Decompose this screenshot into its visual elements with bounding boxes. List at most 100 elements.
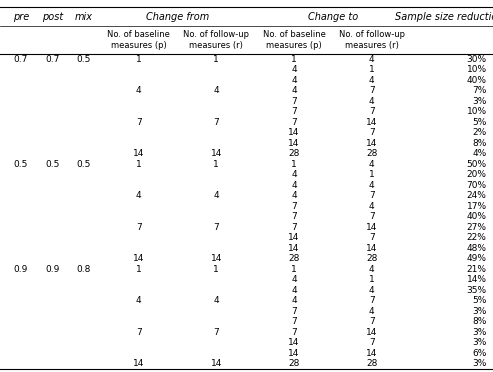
Text: 20%: 20% (466, 170, 487, 179)
Text: 10%: 10% (466, 107, 487, 116)
Text: 4: 4 (291, 86, 297, 95)
Text: 4: 4 (291, 181, 297, 190)
Text: 3%: 3% (472, 97, 487, 106)
Text: Sample size reduction: Sample size reduction (395, 12, 493, 22)
Text: Change from: Change from (146, 12, 209, 22)
Text: 7: 7 (291, 223, 297, 232)
Text: 7: 7 (291, 97, 297, 106)
Text: 14: 14 (288, 349, 300, 358)
Text: 4: 4 (291, 286, 297, 295)
Text: 7%: 7% (472, 86, 487, 95)
Text: 14: 14 (366, 328, 377, 337)
Text: 27%: 27% (466, 223, 487, 232)
Text: 1: 1 (369, 275, 375, 284)
Text: 2%: 2% (472, 128, 487, 137)
Text: 7: 7 (369, 107, 375, 116)
Text: 14%: 14% (466, 275, 487, 284)
Text: 40%: 40% (466, 76, 487, 85)
Text: 4: 4 (291, 170, 297, 179)
Text: 7: 7 (291, 307, 297, 316)
Text: 7: 7 (213, 223, 219, 232)
Text: 4: 4 (136, 191, 141, 200)
Text: 0.7: 0.7 (14, 55, 28, 64)
Text: 28: 28 (366, 149, 377, 158)
Text: 0.9: 0.9 (45, 265, 60, 274)
Text: 4: 4 (369, 202, 374, 211)
Text: 14: 14 (133, 254, 144, 263)
Text: 49%: 49% (466, 254, 487, 263)
Text: 4: 4 (369, 181, 374, 190)
Text: 1: 1 (291, 55, 297, 64)
Text: 4: 4 (291, 65, 297, 74)
Text: 4: 4 (213, 296, 219, 305)
Text: 8%: 8% (472, 139, 487, 148)
Text: 7: 7 (369, 86, 375, 95)
Text: 10%: 10% (466, 65, 487, 74)
Text: 40%: 40% (466, 212, 487, 221)
Text: 7: 7 (291, 202, 297, 211)
Text: 28: 28 (366, 254, 377, 263)
Text: 28: 28 (366, 359, 377, 368)
Text: 1: 1 (213, 55, 219, 64)
Text: 14: 14 (366, 139, 377, 148)
Text: 4: 4 (291, 191, 297, 200)
Text: 5%: 5% (472, 118, 487, 127)
Text: 14: 14 (366, 223, 377, 232)
Text: 7: 7 (369, 128, 375, 137)
Text: 4: 4 (369, 286, 374, 295)
Text: No. of baseline
measures (p): No. of baseline measures (p) (262, 30, 325, 50)
Text: No. of baseline
measures (p): No. of baseline measures (p) (107, 30, 170, 50)
Text: 17%: 17% (466, 202, 487, 211)
Text: 7: 7 (369, 317, 375, 326)
Text: 7: 7 (291, 107, 297, 116)
Text: 4: 4 (136, 86, 141, 95)
Text: 3%: 3% (472, 328, 487, 337)
Text: 4: 4 (369, 160, 374, 169)
Text: 7: 7 (213, 118, 219, 127)
Text: 3%: 3% (472, 359, 487, 368)
Text: 21%: 21% (466, 265, 487, 274)
Text: 1: 1 (369, 170, 375, 179)
Text: No. of follow-up
measures (r): No. of follow-up measures (r) (339, 30, 405, 50)
Text: 7: 7 (291, 317, 297, 326)
Text: 50%: 50% (466, 160, 487, 169)
Text: 28: 28 (288, 149, 300, 158)
Text: 7: 7 (369, 191, 375, 200)
Text: 1: 1 (136, 160, 141, 169)
Text: 1: 1 (213, 160, 219, 169)
Text: 14: 14 (133, 359, 144, 368)
Text: 7: 7 (136, 328, 141, 337)
Text: Change to: Change to (308, 12, 358, 22)
Text: 4: 4 (291, 275, 297, 284)
Text: 4: 4 (291, 76, 297, 85)
Text: 1: 1 (136, 55, 141, 64)
Text: 1: 1 (369, 65, 375, 74)
Text: No. of follow-up
measures (r): No. of follow-up measures (r) (183, 30, 249, 50)
Text: 14: 14 (288, 139, 300, 148)
Text: 7: 7 (136, 223, 141, 232)
Text: 4: 4 (369, 307, 374, 316)
Text: 28: 28 (288, 359, 300, 368)
Text: 0.5: 0.5 (45, 160, 60, 169)
Text: 7: 7 (291, 212, 297, 221)
Text: 1: 1 (213, 265, 219, 274)
Text: 14: 14 (133, 149, 144, 158)
Text: pre: pre (13, 12, 29, 22)
Text: 7: 7 (369, 233, 375, 242)
Text: 4%: 4% (472, 149, 487, 158)
Text: 14: 14 (288, 128, 300, 137)
Text: 14: 14 (211, 149, 222, 158)
Text: 70%: 70% (466, 181, 487, 190)
Text: 5%: 5% (472, 296, 487, 305)
Text: 3%: 3% (472, 338, 487, 347)
Text: 0.8: 0.8 (77, 265, 91, 274)
Text: 4: 4 (213, 191, 219, 200)
Text: 48%: 48% (466, 244, 487, 253)
Text: 4: 4 (291, 296, 297, 305)
Text: 28: 28 (288, 254, 300, 263)
Text: 1: 1 (291, 160, 297, 169)
Text: 14: 14 (366, 118, 377, 127)
Text: 4: 4 (213, 86, 219, 95)
Text: 14: 14 (366, 244, 377, 253)
Text: 7: 7 (369, 296, 375, 305)
